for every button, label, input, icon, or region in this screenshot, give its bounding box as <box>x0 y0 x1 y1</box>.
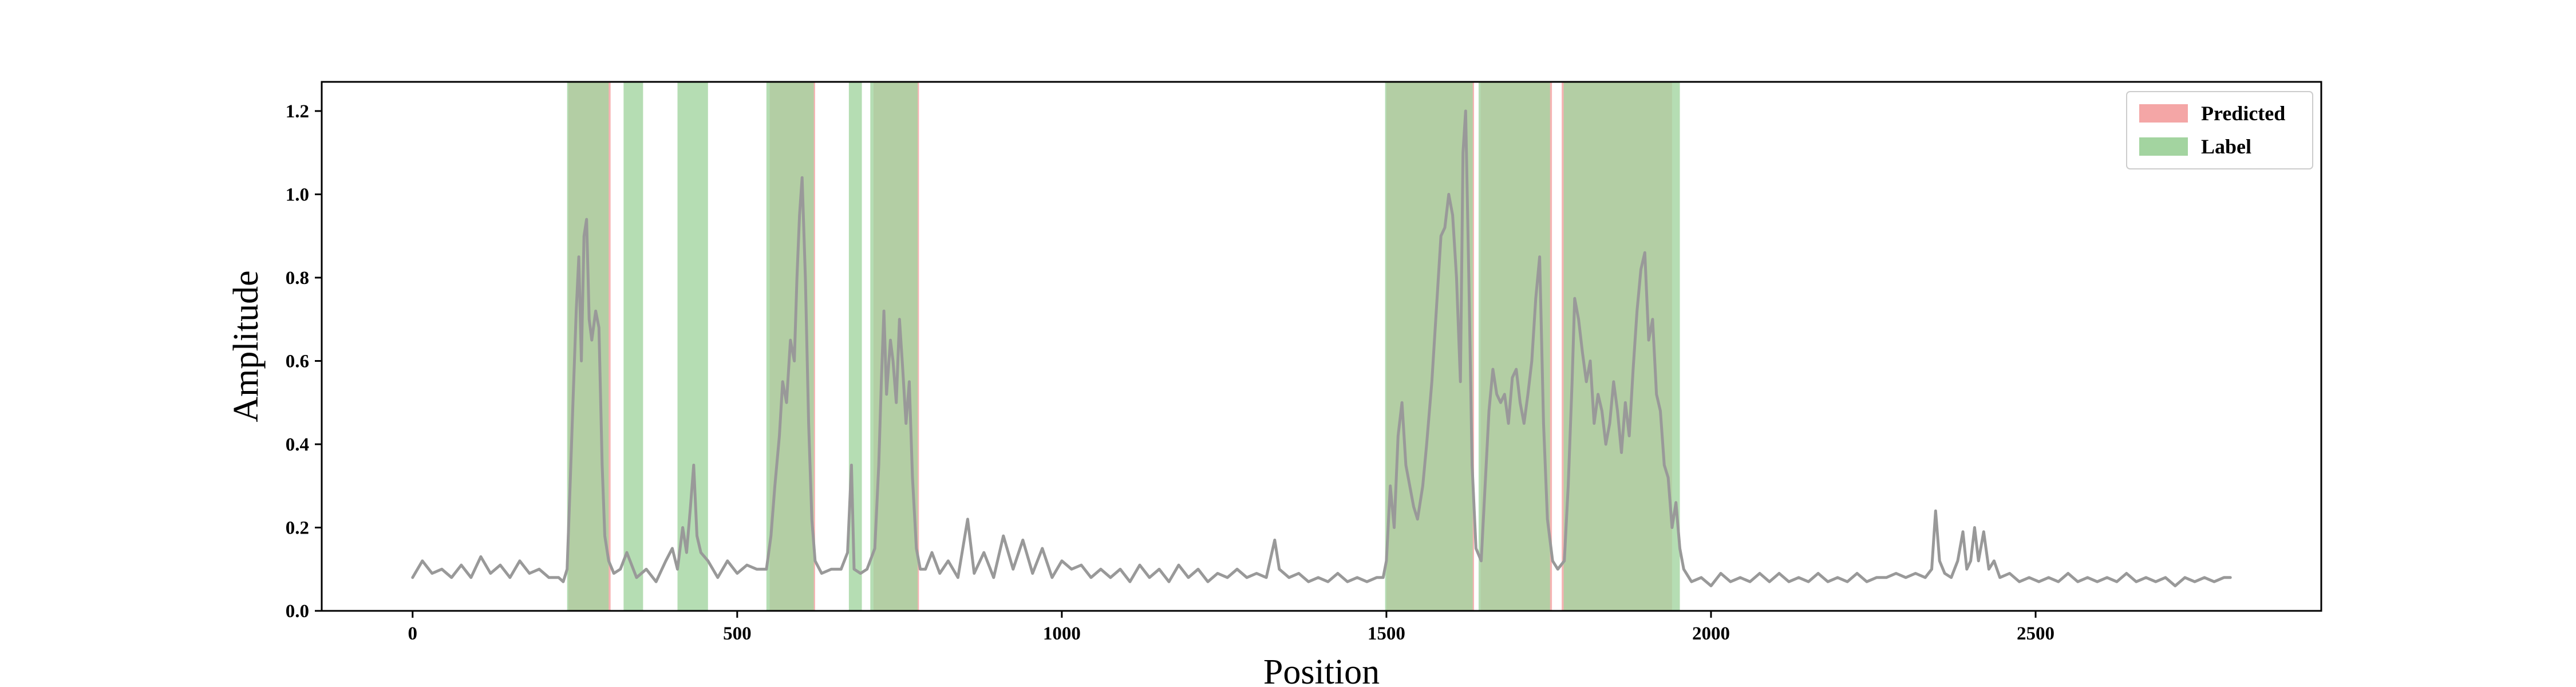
y-tick-label: 0.6 <box>286 351 309 372</box>
legend-swatch-predicted <box>2139 104 2188 123</box>
x-axis-ticks: 0 500 1000 1500 2000 2500 <box>408 611 2055 644</box>
amplitude-series-line <box>411 109 2232 587</box>
y-axis-ticks: 0.0 0.2 0.4 0.6 0.8 1.0 1.2 <box>286 101 322 622</box>
label-region-7 <box>1478 82 1550 611</box>
label-region-4 <box>848 82 862 611</box>
x-tick-label: 0 <box>408 623 418 644</box>
label-region-2 <box>677 82 708 611</box>
y-tick-label: 0.2 <box>286 518 309 538</box>
y-tick-label: 1.2 <box>286 101 309 122</box>
x-tick-label: 500 <box>723 623 752 644</box>
legend: Predicted Label <box>2126 91 2313 169</box>
label-region-1 <box>623 82 643 611</box>
legend-label-predicted: Predicted <box>2201 102 2285 125</box>
legend-label-label: Label <box>2201 135 2251 158</box>
series-layer <box>411 109 2232 587</box>
x-tick-label: 1000 <box>1043 623 1081 644</box>
x-tick-label: 1500 <box>1368 623 1405 644</box>
label-region-0 <box>567 82 609 611</box>
x-axis-label: Position <box>1263 653 1380 687</box>
y-tick-label: 0.0 <box>286 601 309 622</box>
legend-swatch-label <box>2139 137 2188 156</box>
x-tick-label: 2000 <box>1692 623 1730 644</box>
y-tick-label: 0.4 <box>286 435 309 455</box>
label-regions <box>567 82 1680 611</box>
y-tick-label: 1.0 <box>286 184 309 205</box>
y-tick-label: 0.8 <box>286 268 309 289</box>
label-region-5 <box>870 82 918 611</box>
y-axis-label: Amplitude <box>227 270 266 422</box>
plot-frame <box>321 81 2322 612</box>
x-tick-label: 2500 <box>2017 623 2055 644</box>
